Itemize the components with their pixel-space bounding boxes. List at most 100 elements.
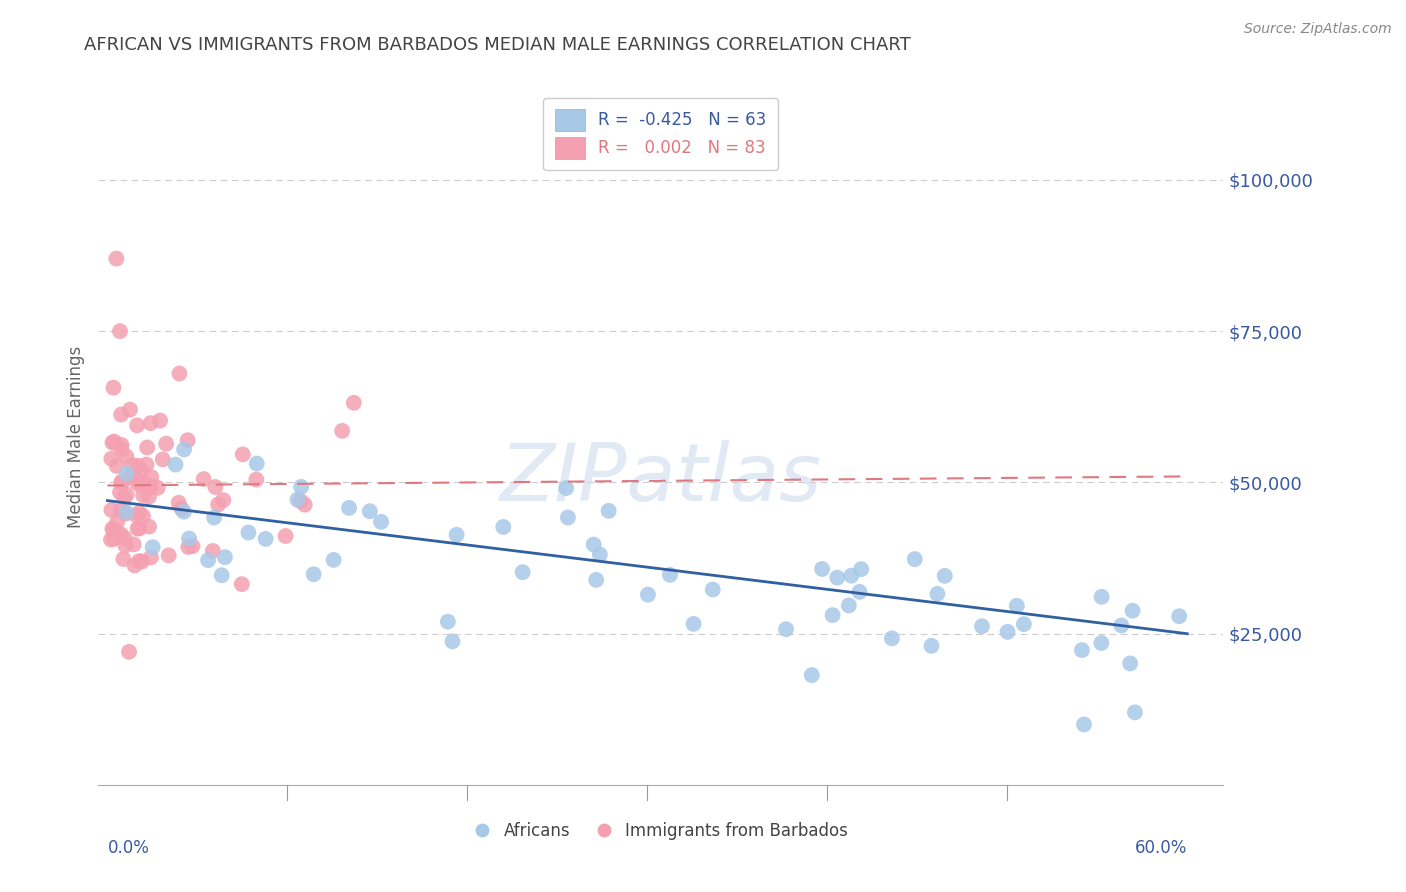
Point	[108, 324, 131, 338]
Point	[231, 577, 253, 591]
Point	[585, 573, 607, 587]
Point	[110, 438, 132, 452]
Point	[139, 479, 162, 493]
Point	[827, 571, 849, 585]
Point	[1122, 604, 1144, 618]
Point	[134, 476, 156, 491]
Point	[132, 488, 155, 502]
Point	[775, 622, 797, 636]
Point	[904, 552, 927, 566]
Point	[138, 519, 160, 533]
Point	[114, 531, 136, 545]
Point	[177, 434, 200, 448]
Point	[103, 523, 125, 537]
Point	[212, 493, 235, 508]
Point	[1168, 609, 1191, 624]
Point	[110, 503, 132, 517]
Point	[637, 588, 659, 602]
Point	[103, 381, 125, 395]
Point	[1005, 599, 1028, 613]
Point	[337, 500, 360, 515]
Point	[1119, 657, 1142, 671]
Point	[157, 549, 180, 563]
Point	[555, 481, 578, 495]
Point	[142, 540, 165, 554]
Point	[211, 568, 233, 582]
Point	[115, 505, 138, 519]
Point	[139, 550, 162, 565]
Point	[115, 450, 138, 464]
Point	[101, 522, 124, 536]
Point	[135, 458, 157, 472]
Point	[343, 396, 366, 410]
Point	[103, 434, 125, 449]
Point	[173, 442, 195, 457]
Point	[290, 494, 312, 508]
Point	[177, 532, 200, 546]
Point	[557, 510, 579, 524]
Point	[169, 367, 191, 381]
Point	[322, 553, 344, 567]
Point	[114, 539, 136, 553]
Point	[111, 475, 134, 489]
Point	[124, 558, 146, 573]
Point	[155, 436, 177, 450]
Point	[138, 480, 160, 494]
Point	[274, 529, 297, 543]
Point	[201, 544, 224, 558]
Point	[110, 527, 132, 541]
Point	[232, 447, 254, 461]
Point	[128, 506, 150, 520]
Point	[193, 472, 215, 486]
Point	[1012, 617, 1035, 632]
Point	[120, 469, 142, 483]
Point	[302, 567, 325, 582]
Point	[441, 634, 464, 648]
Point	[927, 587, 949, 601]
Point	[101, 435, 124, 450]
Point	[118, 645, 141, 659]
Point	[128, 478, 150, 492]
Point	[512, 565, 534, 579]
Point	[702, 582, 724, 597]
Point	[290, 480, 312, 494]
Point	[254, 532, 277, 546]
Point	[129, 464, 152, 478]
Point	[129, 474, 152, 488]
Point	[359, 504, 381, 518]
Point	[105, 515, 128, 529]
Point	[105, 252, 128, 266]
Point	[287, 492, 309, 507]
Point	[934, 569, 956, 583]
Point	[111, 442, 134, 457]
Point	[127, 522, 149, 536]
Text: ZIPatlas: ZIPatlas	[499, 440, 823, 518]
Point	[245, 473, 267, 487]
Text: 0.0%: 0.0%	[107, 839, 149, 857]
Point	[214, 550, 236, 565]
Point	[127, 458, 149, 473]
Point	[110, 408, 132, 422]
Point	[682, 616, 704, 631]
Point	[122, 537, 145, 551]
Point	[839, 568, 862, 582]
Point	[100, 503, 122, 517]
Point	[177, 540, 200, 554]
Point	[658, 567, 681, 582]
Point	[848, 585, 870, 599]
Legend: Africans, Immigrants from Barbados: Africans, Immigrants from Barbados	[467, 815, 855, 847]
Point	[851, 562, 873, 576]
Point	[165, 458, 187, 472]
Point	[207, 498, 229, 512]
Point	[146, 481, 169, 495]
Point	[132, 508, 155, 523]
Point	[128, 554, 150, 568]
Point	[1091, 590, 1114, 604]
Point	[103, 532, 125, 546]
Point	[136, 441, 159, 455]
Point	[582, 538, 605, 552]
Point	[100, 451, 122, 466]
Point	[167, 496, 190, 510]
Point	[112, 552, 135, 566]
Point	[152, 452, 174, 467]
